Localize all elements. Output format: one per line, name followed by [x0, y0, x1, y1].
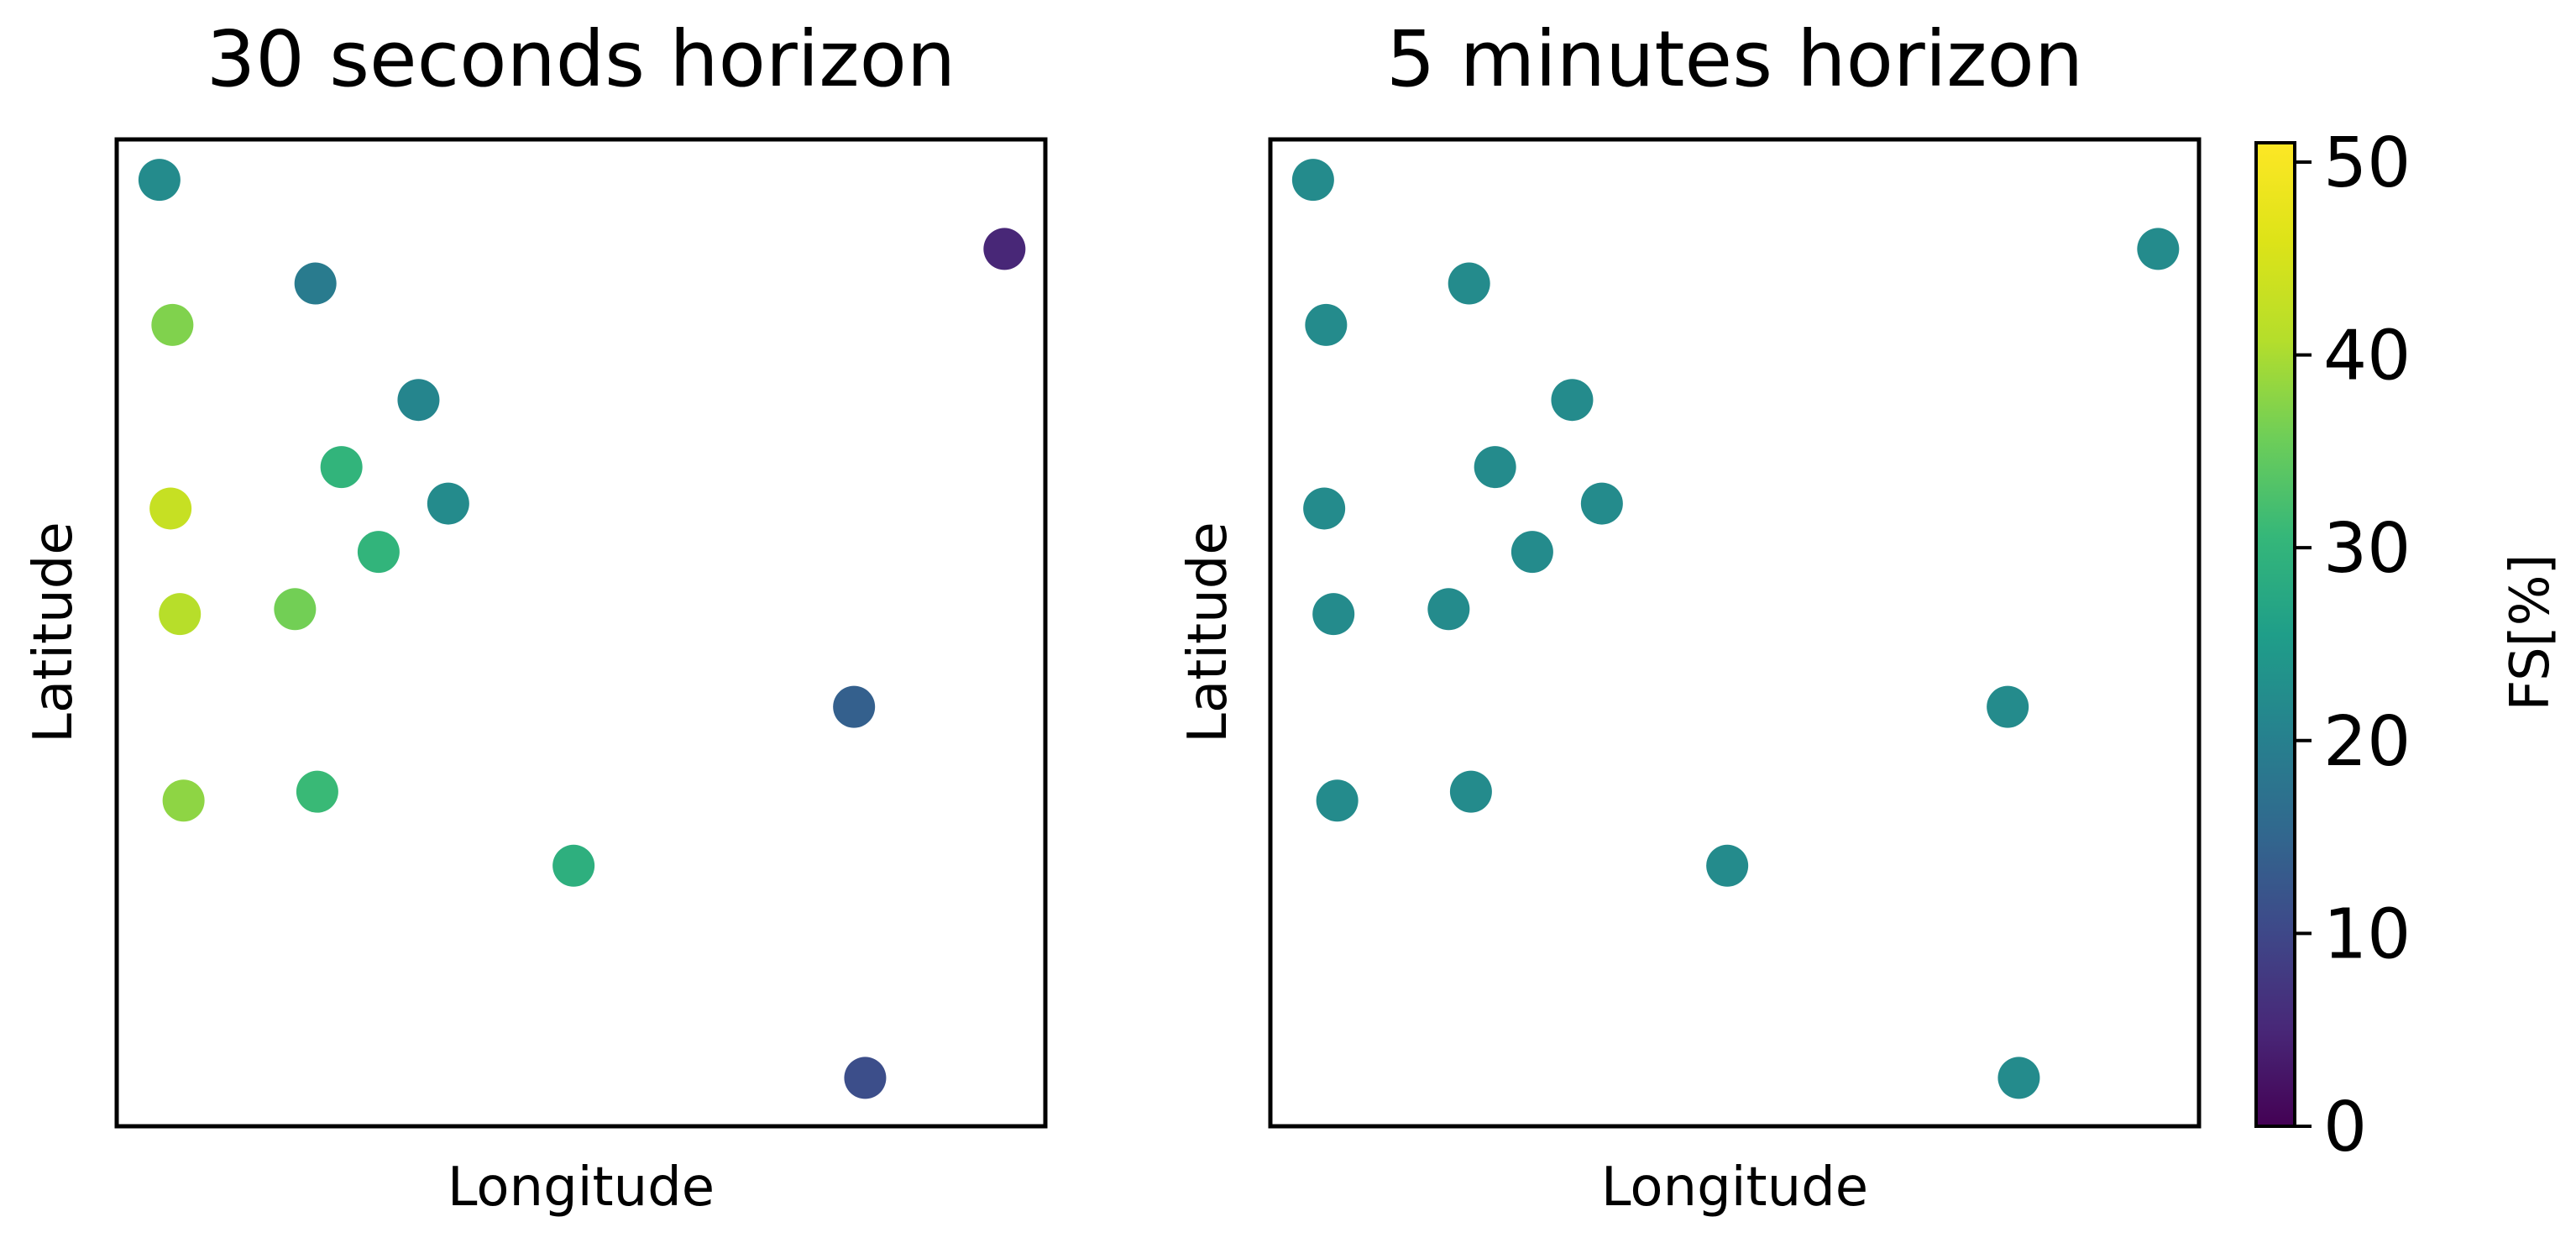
scatter-point-left-6	[320, 446, 363, 489]
scatter-point-right-4	[1305, 303, 1348, 346]
scatter-point-left-14	[296, 770, 338, 813]
panel-right-ylabel: Latitude	[1177, 522, 1239, 742]
scatter-point-right-15	[1706, 844, 1749, 887]
scatter-point-left-9	[357, 531, 400, 574]
scatter-point-right-13	[1316, 779, 1359, 822]
scatter-point-left-10	[159, 593, 202, 636]
scatter-point-left-3	[983, 228, 1026, 270]
panel-left-xlabel: Longitude	[448, 1156, 715, 1219]
colorbar-tick-label-50: 50	[2323, 123, 2411, 203]
scatter-point-left-5	[397, 379, 440, 422]
colorbar-tick-label-20: 20	[2323, 702, 2411, 782]
panel-left: 30 seconds horizon Longitude Latitude	[23, 14, 1048, 1219]
panel-right-title: 5 minutes horizon	[1386, 14, 2083, 104]
scatter-point-left-12	[833, 685, 876, 728]
scatter-point-left-7	[427, 482, 469, 525]
panel-right: 5 minutes horizon Longitude Latitude	[1177, 14, 2202, 1219]
scatter-point-right-8	[1303, 487, 1346, 530]
colorbar-tick-label-40: 40	[2323, 317, 2411, 396]
colorbar: 0 10 20 30 40 50 FS[%]	[2254, 123, 2562, 1167]
scatter-point-right-10	[1312, 593, 1355, 636]
colorbar-tick-label-10: 10	[2323, 894, 2411, 974]
panel-right-points	[1291, 159, 2180, 1099]
scatter-point-right-11	[1427, 588, 1470, 631]
scatter-point-left-8	[149, 487, 192, 530]
panel-right-frame	[1268, 137, 2202, 1129]
scatter-point-left-16	[844, 1057, 887, 1099]
scatter-point-right-1	[1291, 159, 1334, 202]
panel-left-frame	[114, 137, 1048, 1129]
scatter-point-right-6	[1474, 446, 1516, 489]
colorbar-label: FS[%]	[2500, 553, 2562, 711]
scatter-point-left-2	[294, 262, 337, 305]
scatter-point-right-12	[1987, 685, 2029, 728]
panel-left-ylabel: Latitude	[23, 522, 85, 742]
scatter-point-left-11	[274, 588, 317, 631]
scatter-point-right-14	[1449, 770, 1492, 813]
panel-right-xlabel: Longitude	[1601, 1156, 1868, 1219]
scatter-point-left-1	[138, 159, 181, 202]
scatter-point-right-2	[1448, 262, 1490, 305]
scatter-point-left-4	[151, 303, 194, 346]
panel-left-points	[138, 159, 1026, 1099]
panel-left-title: 30 seconds horizon	[207, 14, 956, 104]
scatter-point-right-9	[1511, 531, 1553, 574]
scatter-point-left-15	[552, 844, 595, 887]
scatter-point-right-5	[1551, 379, 1594, 422]
scatter-point-right-16	[1997, 1057, 2040, 1099]
colorbar-tick-label-30: 30	[2323, 509, 2411, 589]
scatter-point-right-3	[2137, 228, 2180, 270]
scatter-point-left-13	[162, 779, 205, 822]
colorbar-gradient	[2254, 141, 2296, 1128]
colorbar-tick-label-0: 0	[2323, 1088, 2367, 1167]
scatter-point-right-7	[1580, 482, 1623, 525]
colorbar-ticks: 0 10 20 30 40 50	[2295, 123, 2411, 1167]
